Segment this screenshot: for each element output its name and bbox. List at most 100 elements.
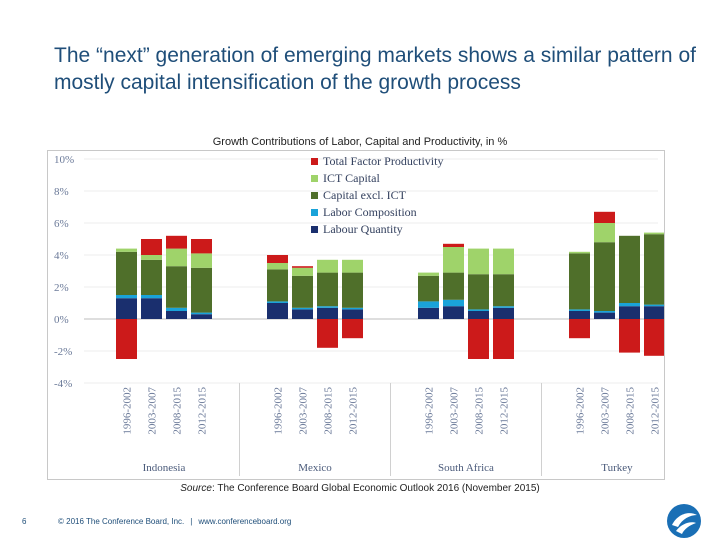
bar-segment	[342, 259, 363, 273]
group-label: South Africa	[438, 462, 494, 474]
legend-label: Labor Composition	[323, 205, 417, 219]
bar-segment	[418, 272, 439, 276]
bar-segment	[443, 243, 464, 247]
bar-segment	[468, 248, 489, 275]
y-tick-label: 6%	[54, 218, 69, 230]
bar-segment	[141, 298, 162, 319]
legend-label: Labour Quantity	[323, 222, 403, 236]
bar-segment	[267, 303, 288, 319]
bar-segment	[644, 319, 664, 356]
bar-segment	[569, 311, 590, 319]
bar-segment	[317, 319, 338, 348]
bar-segment	[191, 267, 212, 313]
bar-segment	[418, 307, 439, 319]
bar-segment	[594, 242, 615, 311]
group-label: Indonesia	[143, 462, 186, 474]
legend-swatch	[311, 192, 318, 199]
x-tick-label: 2012-2015	[197, 387, 209, 435]
legend-label: ICT Capital	[323, 171, 380, 185]
bar-segment	[443, 299, 464, 307]
bar-segment	[166, 307, 187, 311]
legend-swatch	[311, 226, 318, 233]
x-tick-label: 2012-2015	[348, 387, 360, 435]
bar-segment	[191, 314, 212, 319]
bar-segment	[292, 275, 313, 308]
bar-segment	[191, 253, 212, 268]
bar-segment	[267, 263, 288, 270]
x-tick-label: 1996-2002	[122, 387, 134, 435]
source-label: Source	[180, 483, 212, 494]
x-tick-label: 1996-2002	[273, 387, 285, 435]
group-label: Turkey	[601, 462, 633, 474]
bar-segment	[267, 301, 288, 303]
footer-separator: |	[190, 517, 193, 526]
bar-segment	[166, 311, 187, 319]
slide-title: The “next” generation of emerging market…	[54, 44, 696, 94]
bar-segment	[141, 259, 162, 295]
x-tick-label: 1996-2002	[424, 387, 436, 435]
bar-segment	[644, 306, 664, 319]
y-tick-label: 10%	[54, 154, 74, 166]
x-tick-label: 2008-2015	[172, 387, 184, 435]
group-label: Mexico	[298, 462, 332, 474]
y-tick-label: -2%	[54, 346, 72, 358]
bar-segment	[493, 274, 514, 307]
bar-segment	[116, 298, 137, 319]
bar-segment	[569, 319, 590, 339]
bar-segment	[166, 266, 187, 308]
bar-segment	[116, 295, 137, 299]
y-tick-label: 4%	[54, 250, 69, 262]
bar-segment	[116, 248, 137, 252]
legend-swatch	[311, 209, 318, 216]
footer-copyright: © 2016 The Conference Board, Inc.	[58, 517, 185, 526]
source-note: Source: The Conference Board Global Econ…	[0, 483, 720, 494]
source-text: : The Conference Board Global Economic O…	[211, 483, 540, 494]
x-tick-label: 2003-2007	[449, 387, 461, 435]
bar-segment	[317, 306, 338, 308]
bar-segment	[317, 259, 338, 273]
bar-segment	[619, 235, 640, 303]
legend-swatch	[311, 158, 318, 165]
bar-segment	[443, 306, 464, 319]
bar-segment	[166, 235, 187, 249]
bar-segment	[443, 272, 464, 300]
bar-segment	[292, 266, 313, 268]
conference-board-logo-icon	[667, 504, 701, 538]
bar-segment	[166, 248, 187, 267]
legend-swatch	[311, 175, 318, 182]
bar-segment	[493, 319, 514, 359]
stacked-bar-chart: 10% 8% 6% 4% 2% 0% -2% -4% 1996-2002 2003-2007 200…	[54, 154, 664, 476]
bar-segment	[569, 251, 590, 254]
bar-segment	[493, 248, 514, 275]
chart-title: Growth Contributions of Labor, Capital a…	[212, 136, 508, 148]
x-tick-label: 2012-2015	[499, 387, 511, 435]
bar-segment	[644, 232, 664, 235]
x-tick-label: 2012-2015	[650, 387, 662, 435]
bar-segment	[141, 239, 162, 255]
bar-segment	[418, 275, 439, 302]
bar-segment	[644, 234, 664, 305]
x-tick-label: 2008-2015	[625, 387, 637, 435]
bar-segment	[292, 267, 313, 276]
footer	[0, 500, 720, 540]
bar-segment	[342, 309, 363, 319]
bar-segment	[116, 251, 137, 295]
y-tick-label: 0%	[54, 314, 69, 326]
bar-segment	[191, 312, 212, 315]
footer-url[interactable]: www.conferenceboard.org	[198, 517, 292, 526]
y-tick-label: 8%	[54, 186, 69, 198]
x-tick-label: 2003-2007	[298, 387, 310, 435]
bar-segment	[267, 255, 288, 263]
bar-segment	[594, 311, 615, 313]
bar-segment	[292, 309, 313, 319]
bar-segment	[569, 309, 590, 311]
y-tick-label: -4%	[54, 378, 72, 390]
legend-label: Total Factor Productivity	[323, 154, 443, 168]
bar-segment	[594, 312, 615, 319]
bar-segment	[619, 319, 640, 353]
bar-segment	[619, 303, 640, 307]
bar-segment	[468, 311, 489, 319]
bar-segment	[292, 307, 313, 310]
bar-segment	[493, 307, 514, 319]
bar-segment	[594, 223, 615, 243]
